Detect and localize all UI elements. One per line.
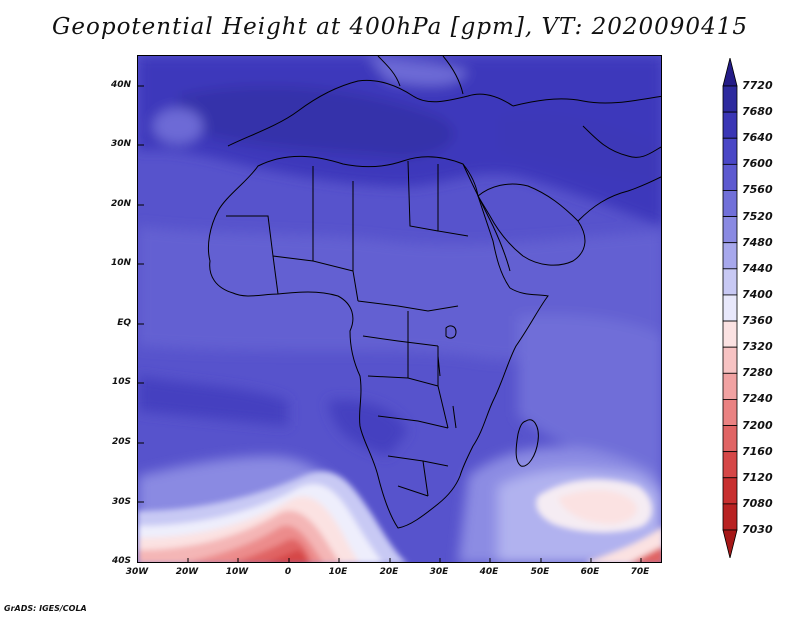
lon-label-60e: 60E <box>580 567 600 577</box>
colorbar-level-label: 7080 <box>742 496 773 510</box>
coastlines <box>207 56 661 529</box>
lon-label-30w: 30W <box>125 567 149 577</box>
colorbar-level-label: 7120 <box>742 470 773 484</box>
map-panel <box>137 55 662 563</box>
lon-label-20e: 20E <box>379 567 399 577</box>
colorbar <box>722 58 738 558</box>
colorbar-level-label: 7440 <box>742 261 773 275</box>
trough-layer <box>138 471 661 562</box>
colorbar-segment <box>722 372 738 400</box>
colorbar-level-label: 7400 <box>742 287 773 301</box>
colorbar-segment <box>722 268 738 296</box>
colorbar-top-arrow <box>722 58 738 87</box>
colorbar-segment <box>722 190 738 217</box>
colorbar-level-label: 7480 <box>742 235 773 249</box>
lat-label-30s: 30S <box>111 497 131 507</box>
colorbar-segment <box>722 85 738 113</box>
lat-label-10n: 10N <box>110 258 131 268</box>
lat-label-eq: EQ <box>117 318 131 328</box>
colorbar-level-label: 7160 <box>742 444 773 458</box>
lat-label-20n: 20N <box>110 199 131 209</box>
colorbar-segment <box>722 242 738 270</box>
height-field-map <box>138 56 661 562</box>
lat-label-40n: 40N <box>110 80 131 90</box>
lon-label-0: 0 <box>284 567 292 577</box>
lat-label-10s: 10S <box>111 377 131 387</box>
lon-label-10w: 10W <box>225 567 249 577</box>
colorbar-segment <box>722 425 738 453</box>
colorbar-segment <box>722 163 738 191</box>
colorbar-level-label: 7280 <box>742 366 773 380</box>
colorbar-level-label: 7640 <box>742 131 773 145</box>
lat-label-30n: 30N <box>110 139 131 149</box>
colorbar-level-label: 7030 <box>742 523 773 536</box>
colorbar-level-label: 7720 <box>742 79 773 92</box>
colorbar-segment <box>722 399 738 426</box>
tick-marks <box>138 85 642 562</box>
colorbar-level-label: 7600 <box>742 157 773 171</box>
colorbar-level-label: 7240 <box>742 392 773 406</box>
colorbar-level-label: 7520 <box>742 209 773 223</box>
colorbar-level-label: 7560 <box>742 183 773 197</box>
colorbar-segment <box>722 111 738 139</box>
colorbar-level-label: 7200 <box>742 418 773 432</box>
lat-label-40s: 40S <box>111 556 131 566</box>
colorbar-level-label: 7680 <box>742 105 773 119</box>
colorbar-segment <box>722 137 738 165</box>
colorbar-level-label: 7360 <box>742 314 773 328</box>
colorbar-bottom-arrow <box>722 529 738 558</box>
colorbar-segment <box>722 451 738 479</box>
map-title: Geopotential Height at 400hPa [gpm], VT:… <box>52 14 748 40</box>
grads-credit: GrADS: IGES/COLA <box>4 604 87 613</box>
lon-label-20w: 20W <box>175 567 199 577</box>
colorbar-segment <box>722 294 738 322</box>
colorbar-segment <box>722 216 738 244</box>
colorbar-level-label: 7320 <box>742 340 773 354</box>
lon-label-10e: 10E <box>328 567 348 577</box>
colorbar-segment <box>722 503 738 531</box>
lon-label-40e: 40E <box>479 567 499 577</box>
lat-label-20s: 20S <box>111 437 131 447</box>
lon-label-30e: 30E <box>429 567 449 577</box>
colorbar-segment <box>722 477 738 505</box>
colorbar-segment <box>722 320 738 348</box>
colorbar-segment <box>722 346 738 374</box>
lon-label-70e: 70E <box>630 567 650 577</box>
lon-label-50e: 50E <box>530 567 550 577</box>
